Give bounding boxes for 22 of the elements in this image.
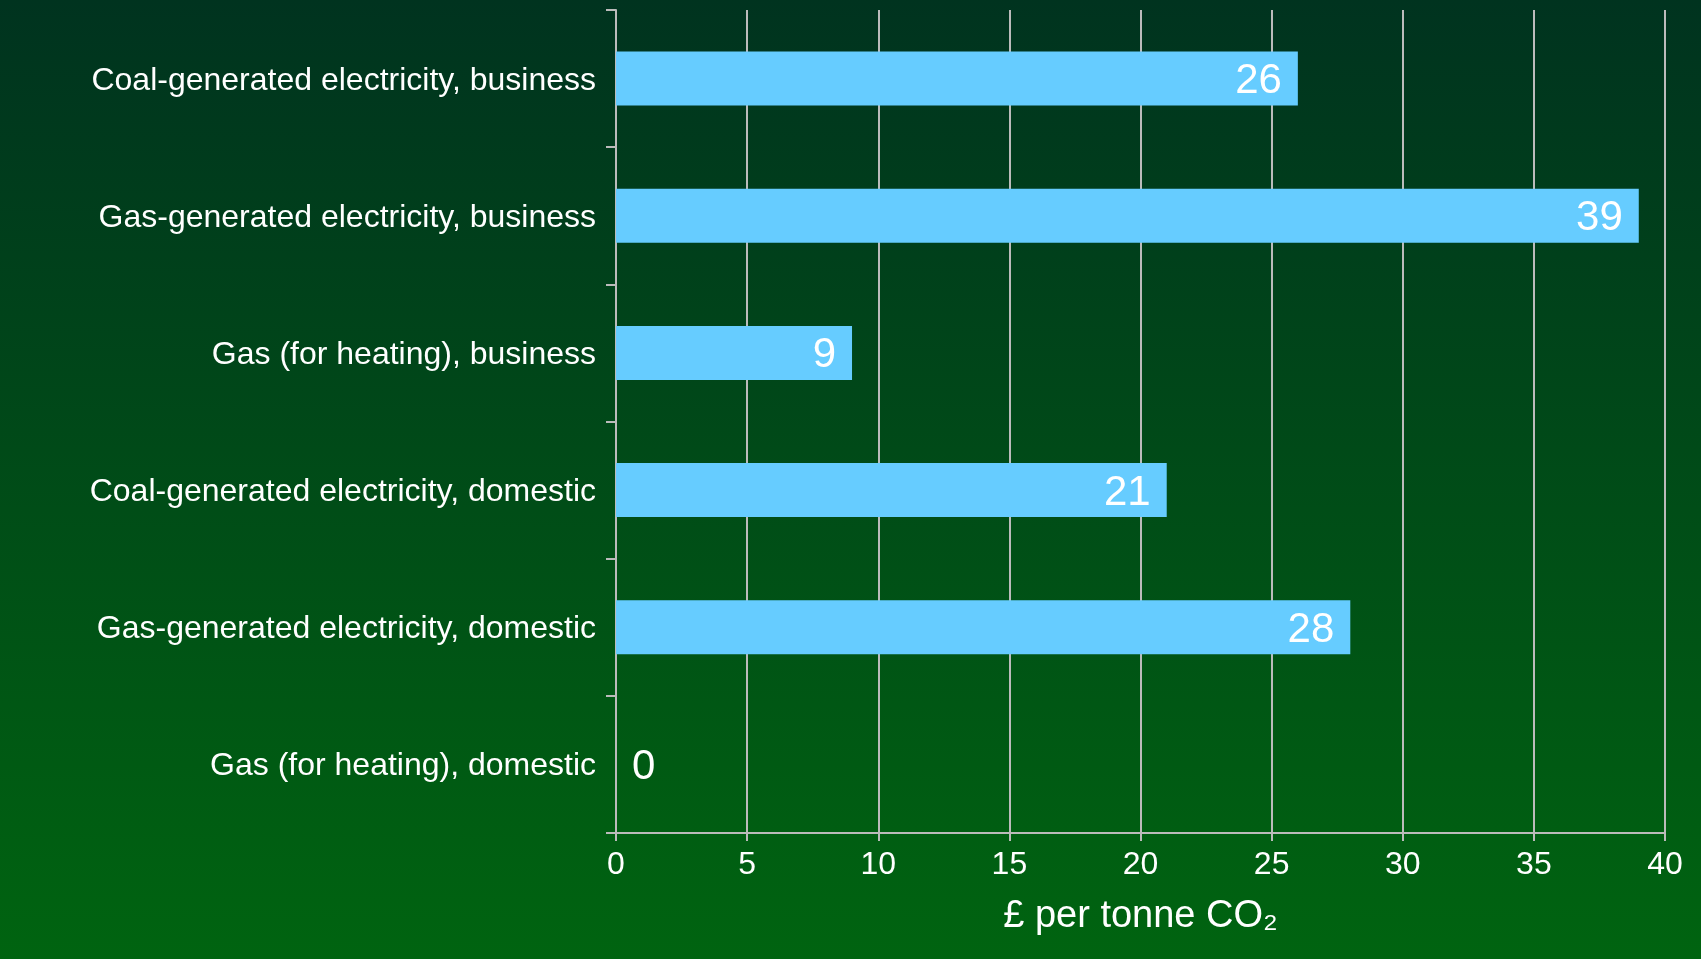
x-tick-label: 20 bbox=[1122, 845, 1159, 881]
x-tick-label: 40 bbox=[1647, 845, 1683, 881]
data-label: 28 bbox=[1287, 603, 1335, 651]
data-label: 0 bbox=[632, 740, 656, 788]
x-tick-label: 0 bbox=[607, 845, 625, 881]
data-label: 39 bbox=[1576, 192, 1623, 240]
x-axis-title: £ per tonne CO₂ bbox=[1003, 893, 1278, 935]
x-tick-label: 10 bbox=[860, 845, 897, 881]
data-label: 26 bbox=[1235, 55, 1282, 103]
x-tick-label: 30 bbox=[1384, 845, 1421, 881]
y-tick-label: Gas-generated electricity, domestic bbox=[96, 609, 596, 646]
x-tick-label: 35 bbox=[1516, 845, 1552, 881]
x-tick-label: 15 bbox=[991, 845, 1028, 881]
x-tick-label: 25 bbox=[1253, 845, 1290, 881]
y-tick-label: Gas (for heating), business bbox=[211, 334, 596, 371]
y-tick-label: Coal-generated electricity, domestic bbox=[89, 472, 596, 509]
data-label: 9 bbox=[812, 329, 837, 377]
y-tick-label: Gas-generated electricity, business bbox=[98, 197, 596, 234]
y-tick-label: Gas (for heating), domestic bbox=[210, 746, 596, 783]
x-tick-label: 5 bbox=[738, 845, 757, 881]
y-tick-label: Coal-generated electricity, business bbox=[91, 60, 596, 97]
data-label: 21 bbox=[1104, 466, 1151, 514]
